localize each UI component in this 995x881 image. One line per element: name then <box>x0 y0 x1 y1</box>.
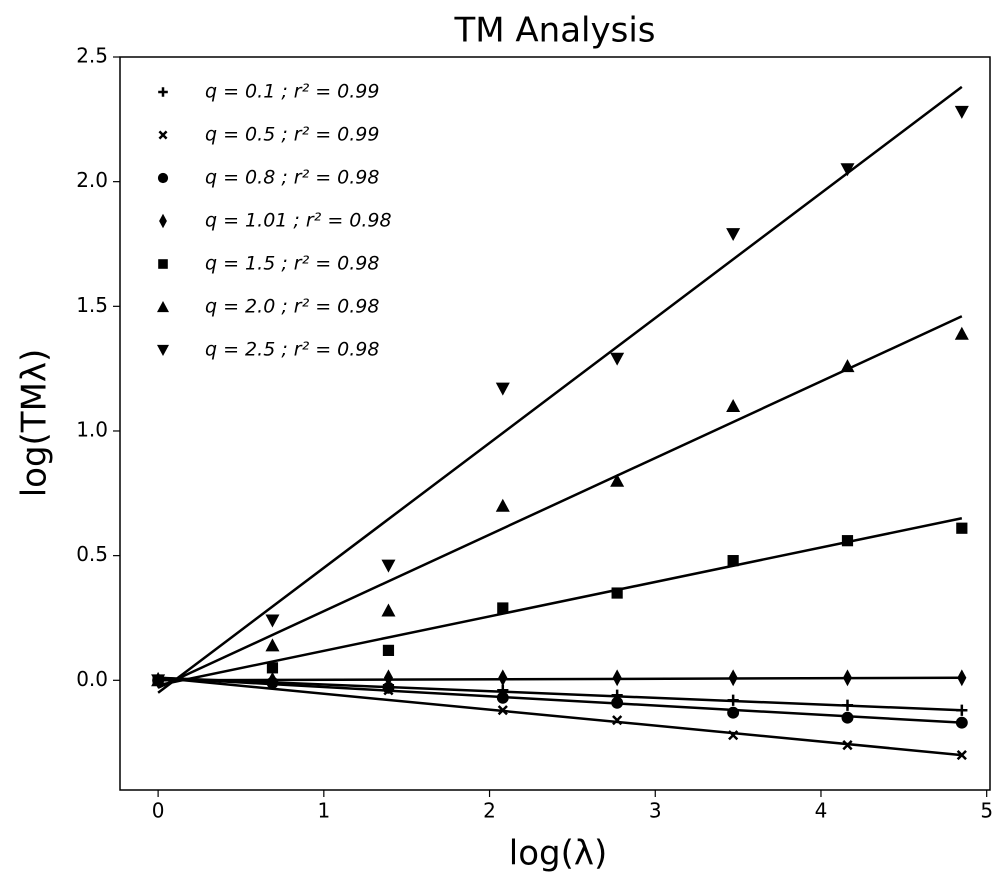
y-tick-label: 1.0 <box>76 417 108 441</box>
y-tick-label: 2.5 <box>76 44 108 68</box>
x-tick-label: 2 <box>483 799 496 823</box>
marker <box>381 559 396 573</box>
y-tick-label: 2.0 <box>76 168 108 192</box>
legend-label: q = 1.01 ; r² = 0.98 <box>205 210 392 232</box>
marker <box>610 473 625 487</box>
marker <box>956 704 968 716</box>
legend-marker <box>157 172 169 184</box>
marker <box>611 696 624 709</box>
fit-line <box>157 85 963 694</box>
y-tick-label: 1.5 <box>76 293 108 317</box>
marker <box>382 644 395 656</box>
marker <box>842 740 853 751</box>
marker <box>840 163 855 177</box>
y-tick-label: 0.5 <box>76 542 108 566</box>
marker <box>612 715 623 726</box>
marker <box>956 750 967 761</box>
plot-frame <box>119 56 991 791</box>
marker <box>955 716 968 729</box>
marker <box>612 669 622 687</box>
x-tick-label: 0 <box>152 799 165 823</box>
legend-label: q = 1.5 ; r² = 0.98 <box>205 253 380 275</box>
fit-line <box>157 676 962 757</box>
marker <box>611 587 623 599</box>
marker <box>841 699 854 711</box>
legend-marker <box>158 259 168 269</box>
marker <box>841 535 854 547</box>
chart-title: TM Analysis <box>454 11 656 51</box>
marker <box>497 705 508 716</box>
marker <box>842 669 853 687</box>
marker <box>726 228 741 242</box>
x-tick-label: 3 <box>649 799 662 823</box>
legend-marker <box>158 87 168 97</box>
marker <box>382 681 395 694</box>
x-axis-label: log(λ) <box>509 834 607 874</box>
marker <box>954 326 969 340</box>
marker <box>727 706 740 719</box>
x-tick-label: 5 <box>980 799 993 823</box>
marker <box>726 399 741 412</box>
marker <box>841 711 854 724</box>
marker <box>265 638 280 652</box>
marker <box>728 669 738 687</box>
marker <box>267 671 278 689</box>
marker <box>956 522 968 534</box>
fit-line <box>158 676 962 682</box>
marker <box>498 669 508 687</box>
legend-label: q = 2.5 ; r² = 0.98 <box>205 339 380 361</box>
marker <box>381 603 396 617</box>
legend-marker <box>158 130 168 140</box>
legend-marker <box>157 344 169 356</box>
fit-line <box>158 676 962 712</box>
legend-marker <box>159 213 167 229</box>
marker <box>954 105 969 119</box>
marker <box>495 382 510 396</box>
marker <box>383 669 394 687</box>
marker <box>265 614 280 628</box>
marker <box>497 602 509 614</box>
fit-line <box>158 676 962 724</box>
marker <box>610 352 625 366</box>
marker <box>957 669 967 687</box>
marker <box>728 730 739 741</box>
marker <box>266 662 279 674</box>
x-tick-label: 1 <box>317 799 330 823</box>
legend-label: q = 0.1 ; r² = 0.99 <box>205 81 380 103</box>
legend-label: q = 0.5 ; r² = 0.99 <box>205 124 380 146</box>
y-axis-label: log(TMλ) <box>15 349 55 498</box>
marker <box>495 498 510 512</box>
legend-label: q = 0.8 ; r² = 0.98 <box>205 167 380 189</box>
y-tick-label: 0.0 <box>76 667 108 691</box>
marker <box>151 674 166 688</box>
legend-marker <box>157 301 169 313</box>
marker <box>727 694 739 706</box>
marker <box>496 691 509 704</box>
legend-label: q = 2.0 ; r² = 0.98 <box>205 296 380 318</box>
fit-line <box>157 517 963 687</box>
marker <box>840 359 855 373</box>
x-tick-label: 4 <box>815 799 828 823</box>
fit-line <box>157 315 963 689</box>
marker <box>727 555 739 567</box>
